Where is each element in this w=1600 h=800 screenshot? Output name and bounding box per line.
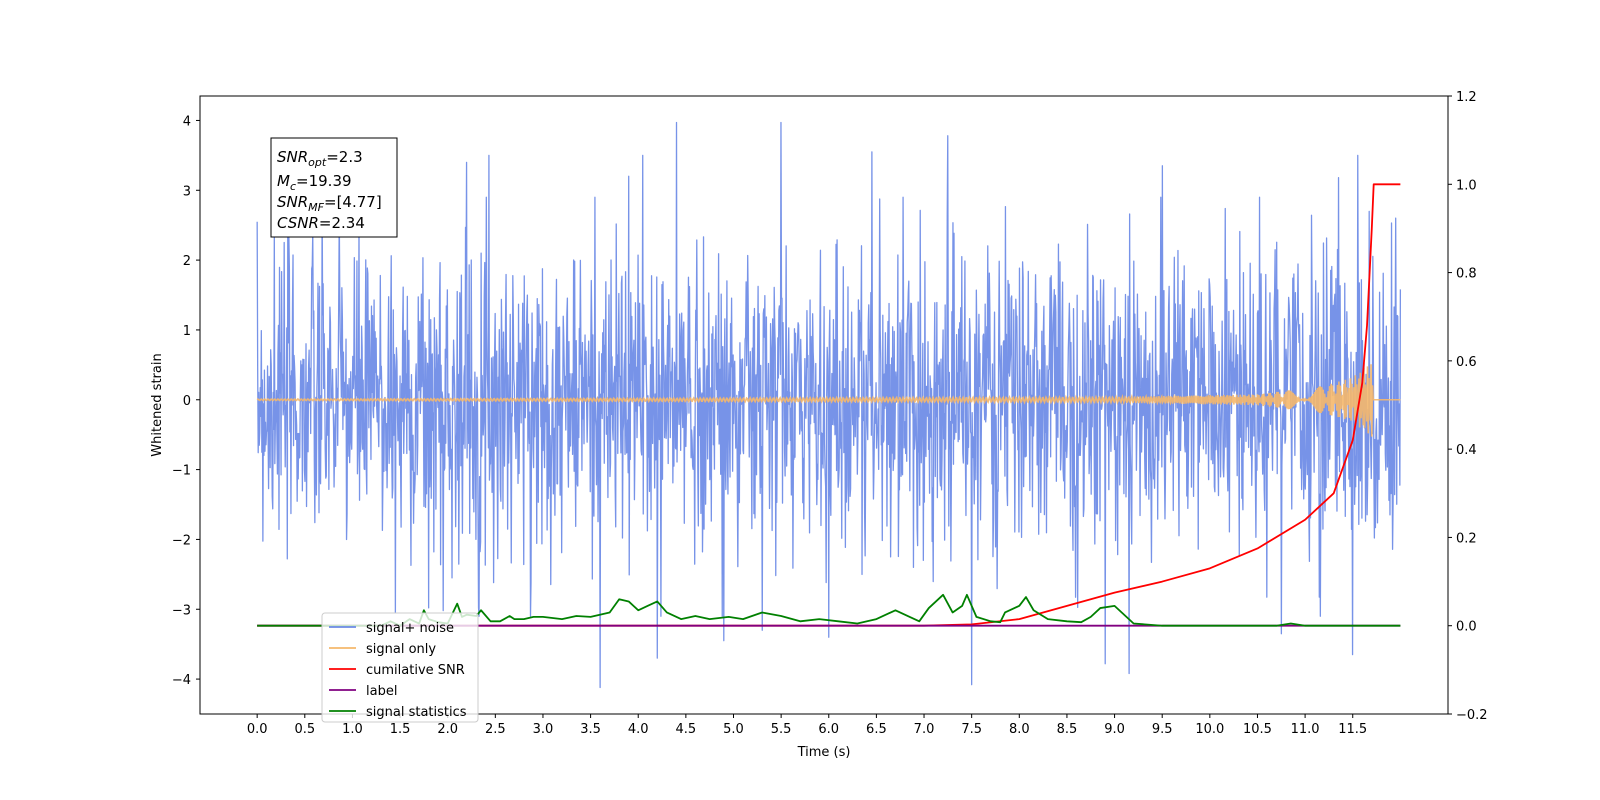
x-tick-label: 2.5 — [485, 722, 506, 737]
x-tick-label: 1.0 — [342, 722, 363, 737]
y-right-tick-label: 1.2 — [1456, 90, 1477, 105]
y-left-tick-label: 4 — [183, 114, 191, 129]
x-tick-label: 9.0 — [1104, 722, 1125, 737]
y-left-tick-label: 0 — [183, 394, 191, 409]
x-tick-label: 5.0 — [723, 722, 744, 737]
legend-label: signal only — [366, 642, 436, 657]
info-chirp-mass: Mc=19.39 — [277, 172, 352, 193]
x-tick-label: 6.5 — [866, 722, 887, 737]
y-right-tick-label: 0.8 — [1456, 267, 1477, 282]
x-tick-label: 10.0 — [1195, 722, 1224, 737]
legend-label: signal+ noise — [366, 621, 454, 636]
x-tick-label: 11.0 — [1291, 722, 1320, 737]
x-tick-label: 5.5 — [771, 722, 792, 737]
y-right-tick-label: 1.0 — [1456, 178, 1477, 193]
y-left-tick-label: −4 — [172, 673, 191, 688]
info-box-frame — [270, 137, 398, 238]
info-snr-opt: SNRopt=2.3 — [277, 148, 363, 169]
y-right-tick-label: 0.4 — [1456, 443, 1477, 458]
x-tick-label: 11.5 — [1338, 722, 1367, 737]
y-right-tick-label: −0.2 — [1456, 708, 1488, 723]
x-axis-title: Time (s) — [797, 745, 851, 760]
y-left-tick-label: −1 — [172, 464, 191, 479]
series-signal-noise — [256, 121, 1402, 689]
x-tick-label: 7.0 — [914, 722, 935, 737]
legend-label: cumilative SNR — [366, 663, 465, 678]
x-tick-label: 0.0 — [247, 722, 268, 737]
legend-label: signal statistics — [366, 705, 467, 720]
x-tick-label: 6.0 — [818, 722, 839, 737]
x-tick-label: 0.5 — [294, 722, 315, 737]
series-cumulative-snr — [257, 183, 1401, 627]
x-tick-label: 9.5 — [1152, 722, 1173, 737]
plot-frame — [199, 95, 1449, 715]
legend: signal+ noise signal only cumilative SNR la… — [321, 612, 479, 723]
x-tick-label: 8.0 — [1009, 722, 1030, 737]
info-box: SNRopt=2.3 Mc=19.39 SNRMF=[4.77] CSNR=2.… — [270, 137, 398, 238]
y-right-tick-label: 0.0 — [1456, 620, 1477, 635]
y-right-tick-label: 0.6 — [1456, 355, 1477, 370]
legend-frame — [321, 612, 479, 723]
y-left-tick-label: −3 — [172, 603, 191, 618]
x-tick-label: 8.5 — [1057, 722, 1078, 737]
y-left-tick-label: 2 — [183, 254, 191, 269]
x-tick-label: 4.0 — [628, 722, 649, 737]
info-snr-mf: SNRMF=[4.77] — [277, 193, 382, 214]
legend-label: label — [366, 684, 397, 699]
x-tick-label: 3.0 — [533, 722, 554, 737]
x-tick-label: 1.5 — [390, 722, 411, 737]
y-left-tick-label: 3 — [183, 184, 191, 199]
y-left-tick-label: −2 — [172, 533, 191, 548]
axes: 0.0 0.5 1.0 1.5 2.0 2.5 3.0 3.5 4.0 4.5 5.0 5.5 6.0 6… — [172, 90, 1488, 737]
x-tick-label: 4.5 — [676, 722, 697, 737]
y-axis-title: Whitened strain — [150, 353, 165, 456]
info-csnr: CSNR=2.34 — [277, 214, 365, 232]
x-tick-label: 3.5 — [580, 722, 601, 737]
y-left-tick-label: 1 — [183, 324, 191, 339]
x-tick-label: 2.0 — [437, 722, 458, 737]
x-tick-label: 7.5 — [961, 722, 982, 737]
series-signal-only — [256, 364, 1401, 437]
y-right-tick-label: 0.2 — [1456, 531, 1477, 546]
x-tick-label: 10.5 — [1243, 722, 1272, 737]
